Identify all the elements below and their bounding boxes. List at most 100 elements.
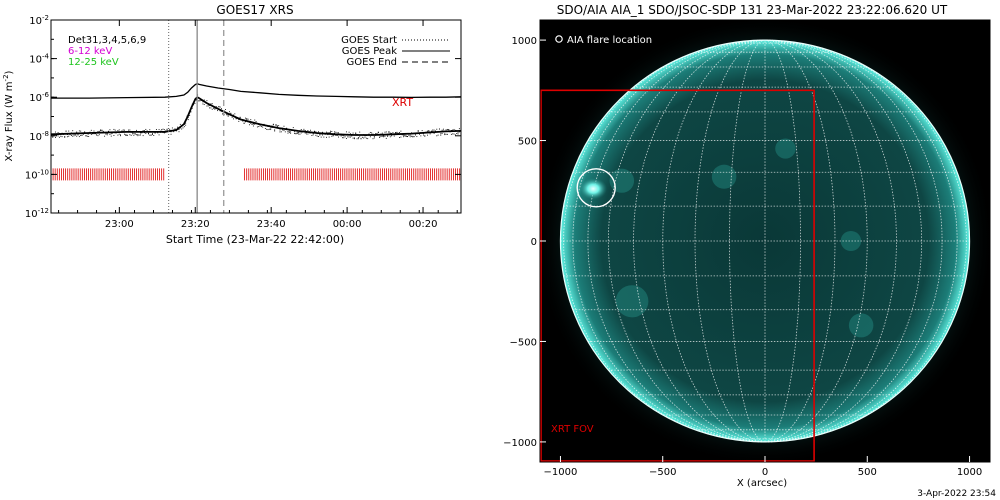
series-point-12-25-kev xyxy=(320,133,322,135)
series-point-12-25-kev xyxy=(407,136,408,137)
series-point-12-25-kev xyxy=(132,133,133,135)
series-point-12-25-kev xyxy=(141,132,143,134)
series-point-12-25-kev xyxy=(138,131,140,132)
series-point-12-25-kev xyxy=(255,122,257,124)
series-point-12-25-kev xyxy=(132,131,133,133)
longitude-grid-line xyxy=(662,39,766,443)
series-point-12-25-kev xyxy=(355,133,357,135)
series-point-12-25-kev xyxy=(171,130,173,132)
series-point-12-25-kev xyxy=(161,129,163,131)
series-point-12-25-kev xyxy=(303,130,305,132)
series-point-12-25-kev xyxy=(153,131,155,133)
series-point-12-25-kev xyxy=(140,134,141,136)
series-point-12-25-kev xyxy=(239,116,241,118)
series-point-12-25-kev xyxy=(151,133,153,135)
series-point-12-25-kev xyxy=(186,118,188,120)
series-point-12-25-kev xyxy=(118,129,120,131)
series-point-12-25-kev xyxy=(283,130,285,132)
series-point-12-25-kev xyxy=(128,129,129,131)
series-point-12-25-kev xyxy=(120,135,121,137)
series-point-12-25-kev xyxy=(238,120,240,122)
aia-image: SDO/AIA AIA_1 SDO/JSOC-SDP 131 23-Mar-20… xyxy=(503,3,996,499)
series-point-12-25-kev xyxy=(227,114,229,116)
series-point-12-25-kev xyxy=(282,129,284,131)
series-point-12-25-kev xyxy=(300,132,302,134)
series-point-12-25-kev xyxy=(247,118,249,120)
series-point-12-25-kev xyxy=(70,135,72,136)
series-point-12-25-kev xyxy=(165,130,167,132)
active-region xyxy=(840,230,862,252)
series-point-12-25-kev xyxy=(308,131,310,133)
series-point-12-25-kev xyxy=(80,135,82,136)
series-point-12-25-kev xyxy=(159,131,161,133)
aia-title: SDO/AIA AIA_1 SDO/JSOC-SDP 131 23-Mar-20… xyxy=(557,3,948,17)
series-point-12-25-kev xyxy=(157,132,159,134)
series-point-12-25-kev xyxy=(183,123,185,125)
series-point-12-25-kev xyxy=(304,132,306,134)
series-point-12-25-kev xyxy=(445,129,447,131)
series-point-12-25-kev xyxy=(162,132,164,134)
series-point-12-25-kev xyxy=(420,135,422,137)
series-point-12-25-kev xyxy=(171,127,173,129)
series-line-6-12-kev xyxy=(51,82,461,99)
series-point-12-25-kev xyxy=(433,132,435,134)
series-point-12-25-kev xyxy=(335,131,337,133)
series-point-12-25-kev xyxy=(235,118,237,120)
series-point-12-25-kev xyxy=(219,106,221,108)
series-point-12-25-kev xyxy=(125,134,127,136)
series-point-12-25-kev xyxy=(155,131,157,133)
series-point-12-25-kev xyxy=(323,136,325,138)
series-point-12-25-kev xyxy=(149,129,151,131)
series-point-12-25-kev xyxy=(405,135,407,137)
series-point-12-25-kev xyxy=(104,135,106,137)
series-point-12-25-kev xyxy=(312,133,314,134)
series-point-12-25-kev xyxy=(175,130,177,132)
series-point-12-25-kev xyxy=(210,107,212,109)
series-point-12-25-kev xyxy=(278,127,280,129)
series-point-12-25-kev xyxy=(137,135,139,137)
series-point-12-25-kev xyxy=(93,133,95,135)
series-point-12-25-kev xyxy=(307,133,309,135)
series-point-12-25-kev xyxy=(101,130,103,132)
series-point-12-25-kev xyxy=(392,132,394,134)
series-point-12-25-kev xyxy=(288,132,290,134)
longitude-grid-line xyxy=(764,39,836,443)
series-point-12-25-kev xyxy=(193,104,195,106)
series-point-12-25-kev xyxy=(226,114,228,116)
series-point-12-25-kev xyxy=(78,130,80,132)
series-point-12-25-kev xyxy=(420,132,422,134)
series-point-12-25-kev xyxy=(201,100,203,101)
series-point-12-25-kev xyxy=(205,101,207,103)
series-point-12-25-kev xyxy=(340,135,342,137)
series-point-12-25-kev xyxy=(436,128,438,130)
aia-x-tick-label: −500 xyxy=(649,467,676,478)
series-point-12-25-kev xyxy=(388,132,390,134)
series-point-12-25-kev xyxy=(367,134,369,136)
series-point-12-25-kev xyxy=(275,125,277,127)
series-point-12-25-kev xyxy=(142,135,144,137)
series-point-12-25-kev xyxy=(371,132,373,134)
series-point-12-25-kev xyxy=(429,133,431,135)
series-point-12-25-kev xyxy=(262,124,264,126)
series-point-12-25-kev xyxy=(163,129,165,131)
series-point-12-25-kev xyxy=(244,121,246,123)
series-point-12-25-kev xyxy=(431,130,432,132)
series-point-12-25-kev xyxy=(222,113,224,115)
series-point-12-25-kev xyxy=(437,134,439,136)
series-point-12-25-kev xyxy=(209,105,211,106)
series-point-12-25-kev xyxy=(146,130,148,132)
series-point-12-25-kev xyxy=(417,130,419,132)
series-point-12-25-kev xyxy=(229,113,230,115)
series-point-12-25-kev xyxy=(251,123,253,125)
series-point-12-25-kev xyxy=(287,131,289,133)
xrt-fov-label: XRT FOV xyxy=(551,424,594,435)
series-point-12-25-kev xyxy=(183,126,185,128)
series-point-12-25-kev xyxy=(215,106,217,107)
series-point-12-25-kev xyxy=(124,129,125,131)
series-point-12-25-kev xyxy=(254,119,256,121)
series-point-12-25-kev xyxy=(68,135,70,137)
series-point-12-25-kev xyxy=(242,119,244,121)
series-point-12-25-kev xyxy=(233,114,234,116)
series-point-12-25-kev xyxy=(62,133,64,135)
series-point-12-25-kev xyxy=(327,132,329,134)
